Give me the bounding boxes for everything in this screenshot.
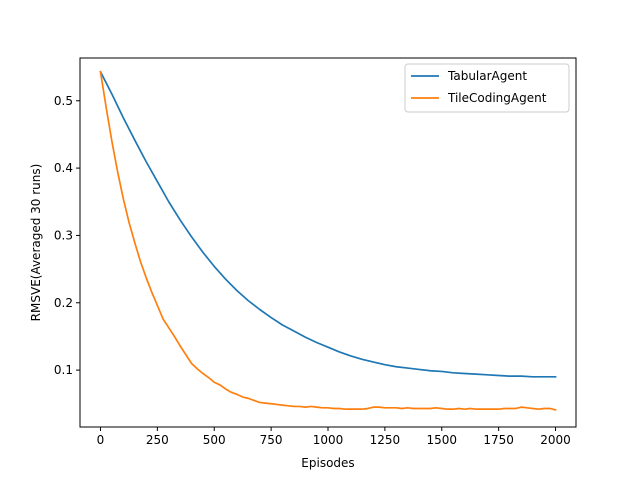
legend-label-tilecoding: TileCodingAgent [447,91,547,105]
x-tick-label: 750 [260,433,283,447]
series-layer [99,70,557,411]
x-tick-label: 1000 [313,433,344,447]
x-axis-ticks: 0 250 500 750 1000 1250 1500 1750 2000 [97,427,571,447]
x-tick-label: 1500 [426,433,457,447]
y-tick-label: 0.4 [54,161,73,175]
x-tick-label: 1250 [370,433,401,447]
series-line-tilecodingagent [99,70,557,411]
y-tick-label: 0.2 [54,296,73,310]
y-tick-label: 0.5 [54,94,73,108]
y-axis-title: RMSVE(Averaged 30 runs) [29,164,43,322]
y-tick-label: 0.1 [54,363,73,377]
x-tick-label: 250 [146,433,169,447]
legend-box [404,63,570,113]
x-axis-title: Episodes [301,456,354,470]
series-line-tabularagent [99,70,557,378]
x-tick-label: 500 [203,433,226,447]
y-tick-label: 0.3 [54,228,73,242]
x-tick-label: 2000 [540,433,571,447]
y-axis-ticks: 0.1 0.2 0.3 0.4 0.5 [54,94,80,377]
x-tick-label: 0 [97,433,105,447]
legend-label-tabular: TabularAgent [447,69,527,83]
x-tick-label: 1750 [483,433,514,447]
legend: TabularAgent TileCodingAgent [404,63,570,113]
